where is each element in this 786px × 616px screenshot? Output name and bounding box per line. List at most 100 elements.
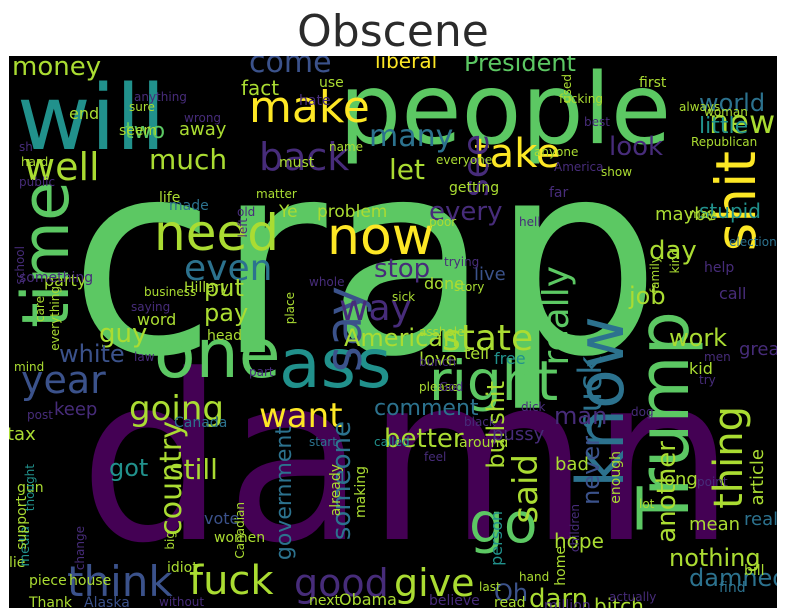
word-children: children [568, 504, 582, 553]
word-sick: sick [392, 290, 416, 304]
word-vote: vote [204, 509, 240, 528]
word-many: many [369, 119, 454, 154]
word-black: black [464, 415, 496, 429]
word-end: end [69, 104, 100, 123]
word-done: done [424, 274, 464, 293]
word-name: name [329, 140, 364, 154]
word-fuck: fuck [189, 558, 274, 604]
word-family: family [648, 256, 662, 294]
word-trying: trying [444, 255, 480, 269]
word-matter: matter [256, 187, 297, 201]
word-party: party [44, 271, 87, 290]
word-america: America [554, 160, 604, 174]
word-head: head [207, 328, 242, 344]
word-next: next [309, 593, 341, 608]
word-last: last [479, 580, 501, 594]
word-good: good [294, 561, 389, 605]
word-let: let [389, 153, 425, 186]
word-dog: dog [631, 405, 654, 419]
word-away: away [179, 119, 227, 140]
word-everything: everything [48, 286, 62, 351]
word-make: make [249, 82, 370, 133]
word-lie: lie [9, 555, 26, 571]
word-white: white [59, 340, 125, 368]
word-school: school [13, 246, 27, 285]
word-way: way [339, 288, 412, 329]
word-use: use [319, 75, 344, 91]
word-take: take [474, 131, 561, 177]
word-guy: guy [99, 319, 148, 349]
word-liberal: liberal [375, 56, 438, 73]
word-far: far [549, 185, 569, 201]
word-sh: sh [19, 140, 33, 154]
word-mind: mind [14, 360, 45, 374]
word-nothing: nothing [669, 544, 761, 572]
word-read: read [494, 595, 526, 608]
word-try: try [699, 373, 716, 387]
word-ye: Ye [279, 202, 298, 222]
word-put: put [204, 274, 244, 302]
word-tell: tell [464, 344, 490, 363]
word-making: making [353, 466, 369, 518]
word-must: must [279, 155, 315, 171]
word-got: got [109, 454, 149, 482]
word-something: something [19, 270, 94, 286]
word-pussy: pussy [492, 424, 545, 445]
word-actually: actually [609, 590, 657, 604]
word-believe: believe [429, 593, 480, 608]
word-think: think [67, 557, 173, 606]
word-public: public [19, 175, 56, 189]
word-old: old [237, 205, 256, 219]
word-mean: mean [689, 514, 741, 535]
word-stupid: stupid [699, 199, 761, 223]
word-pay: pay [204, 299, 249, 327]
word-crap: crap [69, 104, 661, 416]
word-hard: hard [21, 155, 49, 169]
word-saying: saying [131, 300, 171, 314]
word-ass: ass [279, 325, 392, 404]
word-two: two [125, 119, 166, 144]
word-whole: whole [309, 275, 345, 289]
word-called: called [374, 435, 410, 449]
word-tax: tax [9, 424, 36, 445]
word-hand: hand [519, 570, 550, 584]
word-well: well [24, 145, 100, 189]
word-man: man [554, 402, 608, 430]
word-call: call [719, 284, 747, 303]
word-new: new [709, 103, 776, 141]
word-work: work [669, 324, 728, 352]
word-president: President [464, 56, 576, 77]
word-poor: poor [429, 215, 457, 229]
word-want: want [259, 396, 343, 436]
word-american: American [344, 324, 459, 352]
word-kid: kid [689, 359, 713, 378]
word-may: may [689, 207, 716, 221]
word-people: people [339, 56, 672, 167]
word-darn: darn [529, 584, 589, 608]
word-wrong: wrong [184, 111, 222, 125]
chart-title: Obscene [297, 6, 489, 57]
word-getting: getting [449, 180, 500, 196]
word-big: big [163, 531, 177, 550]
word-story: story [454, 280, 485, 294]
word-left: left [236, 218, 250, 238]
word-word: word [137, 310, 177, 329]
word-even: even [184, 248, 273, 289]
word-hell: hell [519, 215, 541, 229]
word-love: love [419, 349, 457, 370]
word-change: change [73, 526, 87, 571]
word-without: without [159, 595, 205, 608]
word-kind: kind [668, 248, 682, 274]
word-obama: Obama [339, 590, 397, 608]
word-start: start [309, 435, 337, 449]
word-hate: hate [299, 93, 331, 109]
word-republican: Republican [691, 135, 758, 149]
word-right: right [429, 349, 559, 413]
word-idiot: idiot [167, 560, 198, 576]
word-world: world [699, 89, 766, 117]
word-fact: fact [241, 76, 280, 100]
word-said: said [506, 454, 546, 524]
word-long: long [659, 469, 698, 490]
word-please: please [419, 380, 459, 394]
